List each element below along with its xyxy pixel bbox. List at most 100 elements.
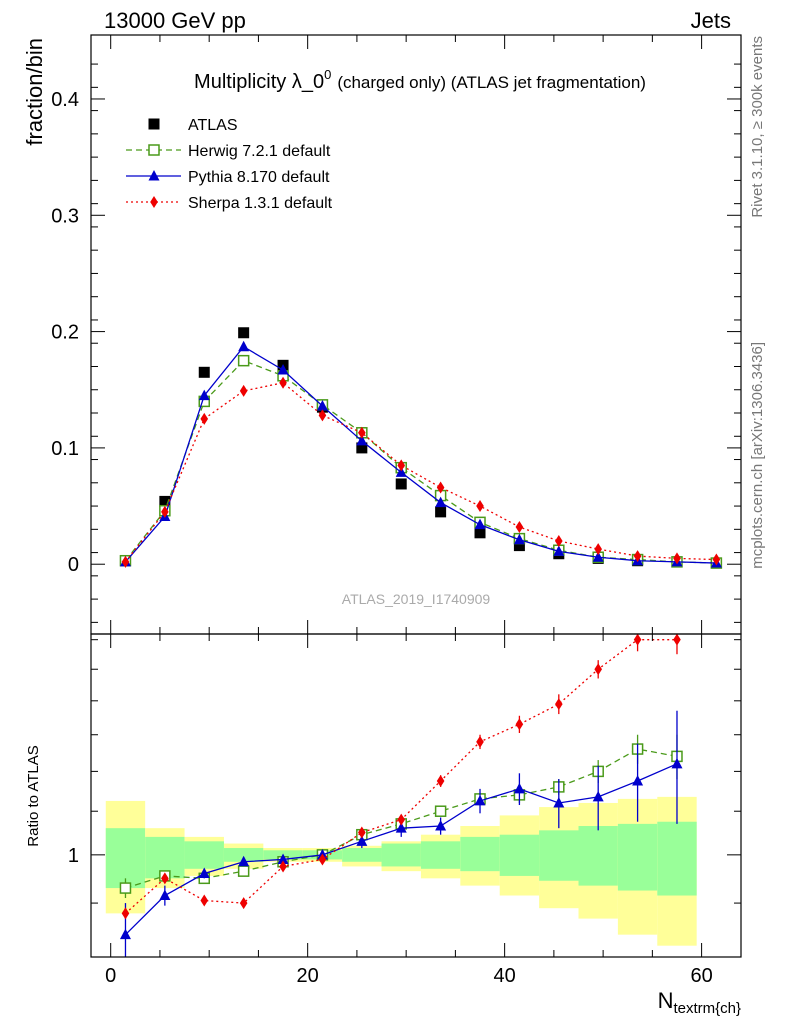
main-point-pythia — [592, 551, 604, 562]
legend-label-atlas: ATLAS — [188, 117, 238, 134]
ratio-point-sherpa — [476, 735, 484, 748]
main-point-atlas — [395, 478, 407, 490]
ratio-point-pythia — [277, 853, 289, 864]
ratio-plot: 1 0 20 40 60 Ratio to ATLAS Ntextrm{ch} — [25, 633, 742, 1017]
ratio-band-inner — [539, 830, 579, 881]
legend-marker-herwig — [148, 144, 160, 156]
ratio-xlabel-sub: textrm{ch} — [673, 1000, 741, 1017]
ratio-band-inner — [342, 848, 382, 862]
ratio-point-sherpa — [515, 718, 524, 731]
legend-label-herwig: Herwig 7.2.1 default — [188, 143, 331, 160]
main-point-pythia — [395, 466, 407, 477]
ratio-point-pythia — [238, 855, 250, 867]
main-point-sherpa — [318, 409, 327, 422]
watermark: ATLAS_2019_I1740909 — [342, 591, 491, 607]
main-point-atlas — [356, 442, 368, 454]
main-title-main: Multiplicity λ_0 — [194, 71, 324, 93]
main-point-sherpa — [358, 426, 366, 439]
ratio-xtick-label: 40 — [494, 965, 516, 987]
main-point-atlas — [435, 506, 447, 518]
ratio-point-pythia — [395, 822, 407, 833]
ratio-line-herwig — [125, 748, 678, 889]
main-line-herwig — [124, 359, 717, 564]
main-point-sherpa — [436, 481, 445, 494]
main-title-sup: 0 — [324, 67, 331, 82]
ratio-point-herwig — [119, 882, 132, 894]
main-point-atlas — [238, 327, 250, 339]
ratio-band-inner — [184, 841, 224, 869]
ratio-point-pythia — [513, 782, 525, 794]
main-point-atlas — [513, 540, 525, 552]
main-point-sherpa — [712, 553, 721, 566]
ratio-band-inner — [460, 836, 500, 872]
main-ytick-label: 0.4 — [51, 89, 79, 111]
main-point-atlas — [474, 527, 486, 539]
main-point-sherpa — [476, 500, 484, 513]
main-point-pythia — [277, 363, 289, 375]
ratio-point-pythia — [474, 794, 486, 806]
main-title-rest: (charged only) (ATLAS jet fragmentation) — [337, 73, 646, 92]
main-point-sherpa — [673, 552, 681, 565]
ratio-point-sherpa — [279, 860, 287, 873]
main-point-sherpa — [594, 543, 602, 556]
header-category: Jets — [691, 8, 731, 33]
main-ytick-label: 0 — [68, 554, 79, 576]
main-point-pythia — [435, 496, 447, 508]
ratio-point-sherpa — [200, 894, 209, 907]
main-point-sherpa — [555, 534, 563, 547]
legend: ATLAS Herwig 7.2.1 default Pythia 8.170 de… — [126, 117, 333, 212]
ratio-band-inner — [657, 821, 697, 896]
legend-label-sherpa: Sherpa 1.3.1 default — [188, 195, 333, 212]
main-point-sherpa — [239, 384, 248, 397]
ratio-point-pythia — [592, 790, 604, 802]
main-point-sherpa — [397, 459, 406, 472]
main-point-pythia — [513, 533, 525, 545]
header-energy: 13000 GeV pp — [104, 8, 246, 33]
main-point-herwig — [237, 354, 250, 367]
main-point-pythia — [474, 518, 486, 530]
ratio-xlabel-main: N — [658, 988, 674, 1013]
ratio-band-inner — [578, 826, 618, 886]
ratio-point-herwig — [237, 865, 250, 877]
ratio-point-pythia — [159, 889, 171, 901]
ratio-point-pythia — [632, 775, 644, 786]
ratio-band-inner — [617, 823, 658, 891]
ratio-point-sherpa — [358, 826, 366, 839]
legend-label-pythia: Pythia 8.170 default — [188, 169, 330, 186]
ratio-point-sherpa — [318, 853, 327, 866]
ratio-xtick-label: 20 — [297, 965, 319, 987]
ratio-band-inner — [223, 848, 264, 862]
mcplots-label: mcplots.cern.ch [arXiv:1306.3436] — [749, 342, 766, 569]
main-point-pythia — [356, 434, 368, 446]
ratio-point-sherpa — [121, 907, 130, 920]
main-plot: 0 0.1 0.2 0.3 0.4 fraction/bin Multiplicity … — [22, 34, 742, 635]
ratio-ytick-label: 1 — [68, 845, 79, 867]
ratio-point-sherpa — [673, 634, 681, 646]
main-ytick-label: 0.1 — [51, 438, 79, 460]
ratio-band-inner — [381, 843, 421, 867]
main-point-pythia — [238, 340, 250, 352]
ratio-xlabel: Ntextrm{ch} — [658, 988, 741, 1017]
legend-marker-atlas — [148, 118, 160, 130]
ratio-point-sherpa — [633, 634, 642, 646]
ratio-point-sherpa — [161, 872, 169, 885]
ratio-point-herwig — [434, 805, 447, 817]
ratio-band-inner — [499, 834, 540, 876]
main-point-pythia — [198, 389, 210, 401]
main-point-pythia — [553, 545, 565, 556]
ratio-point-sherpa — [397, 813, 406, 826]
main-point-sherpa — [515, 520, 524, 533]
ratio-xtick-label: 60 — [690, 965, 712, 987]
ratio-point-pythia — [671, 757, 683, 769]
main-ylabel: fraction/bin — [22, 38, 47, 146]
ratio-xtick-label: 0 — [105, 965, 116, 987]
ratio-point-pythia — [119, 928, 131, 940]
ratio-point-sherpa — [239, 897, 248, 910]
ratio-point-pythia — [553, 796, 565, 808]
main-point-sherpa — [279, 376, 287, 389]
main-title: Multiplicity λ_00 (charged only) (ATLAS j… — [194, 67, 646, 93]
main-point-sherpa — [633, 550, 642, 563]
ratio-band-inner — [420, 841, 461, 869]
main-point-atlas — [198, 366, 210, 378]
